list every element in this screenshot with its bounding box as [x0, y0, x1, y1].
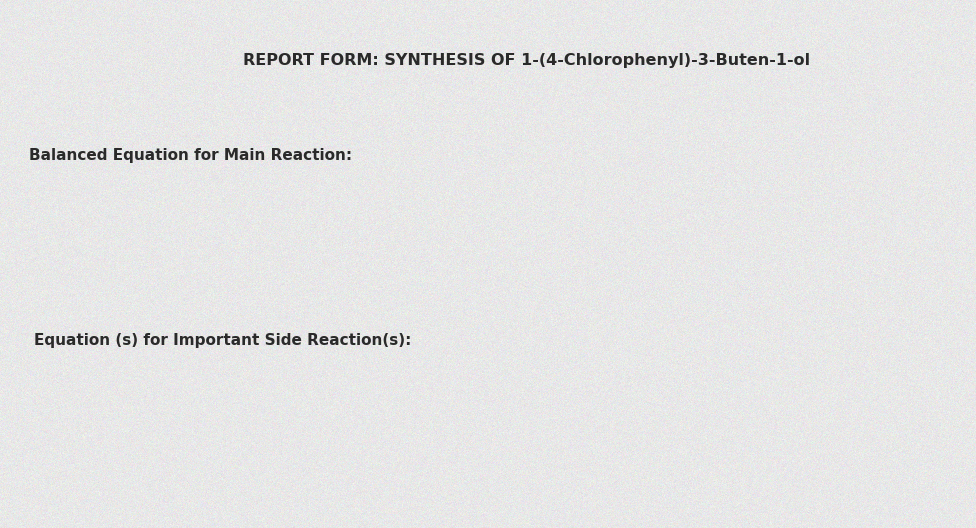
Text: Balanced Equation for Main Reaction:: Balanced Equation for Main Reaction:: [29, 148, 352, 163]
Text: Equation (s) for Important Side Reaction(s):: Equation (s) for Important Side Reaction…: [34, 333, 412, 347]
Text: REPORT FORM: SYNTHESIS OF 1-(4-Chlorophenyl)-3-Buten-1-ol: REPORT FORM: SYNTHESIS OF 1-(4-Chlorophe…: [243, 53, 811, 68]
